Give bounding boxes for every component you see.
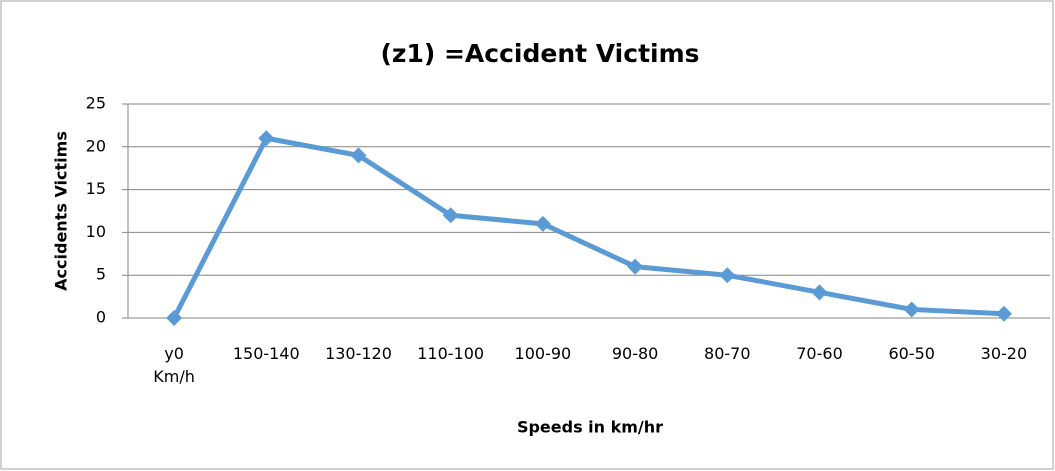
x-tick-label: 60-50 (888, 344, 935, 363)
x-axis-title: Speeds in km/hr (517, 418, 663, 437)
x-tick-label: 90-80 (611, 344, 659, 363)
x-tick-label: 30-20 (980, 344, 1028, 363)
y-axis-title: Accidents Victims (52, 131, 71, 291)
marker (258, 130, 275, 147)
marker (995, 305, 1012, 322)
marker (903, 301, 920, 318)
marker (627, 258, 644, 275)
marker (442, 207, 459, 224)
marker (811, 284, 828, 301)
x-tick-label: 80-70 (704, 344, 751, 363)
y-tick-label: 0 (96, 308, 106, 327)
y-tick-label: 10 (86, 222, 106, 241)
x-tick-label: 70-60 (796, 344, 843, 363)
line-series (171, 135, 1005, 320)
marker (534, 215, 551, 232)
marker (719, 267, 736, 284)
marker (350, 147, 367, 164)
x-tick-label: 130-120 (325, 344, 392, 363)
y-tick-label: 25 (86, 94, 106, 113)
y-tick-label: 15 (86, 179, 106, 198)
x-tick-label: 110-100 (417, 344, 485, 363)
marker (166, 310, 183, 326)
x-tick-label: y0 Km/h (153, 344, 195, 386)
x-tick-label: 150-140 (232, 344, 300, 363)
y-tick-label: 5 (96, 265, 106, 284)
chart-title: (z1) =Accident Victims (380, 39, 699, 68)
y-tick-label: 20 (86, 136, 106, 155)
x-tick-label: 100-90 (514, 344, 572, 363)
